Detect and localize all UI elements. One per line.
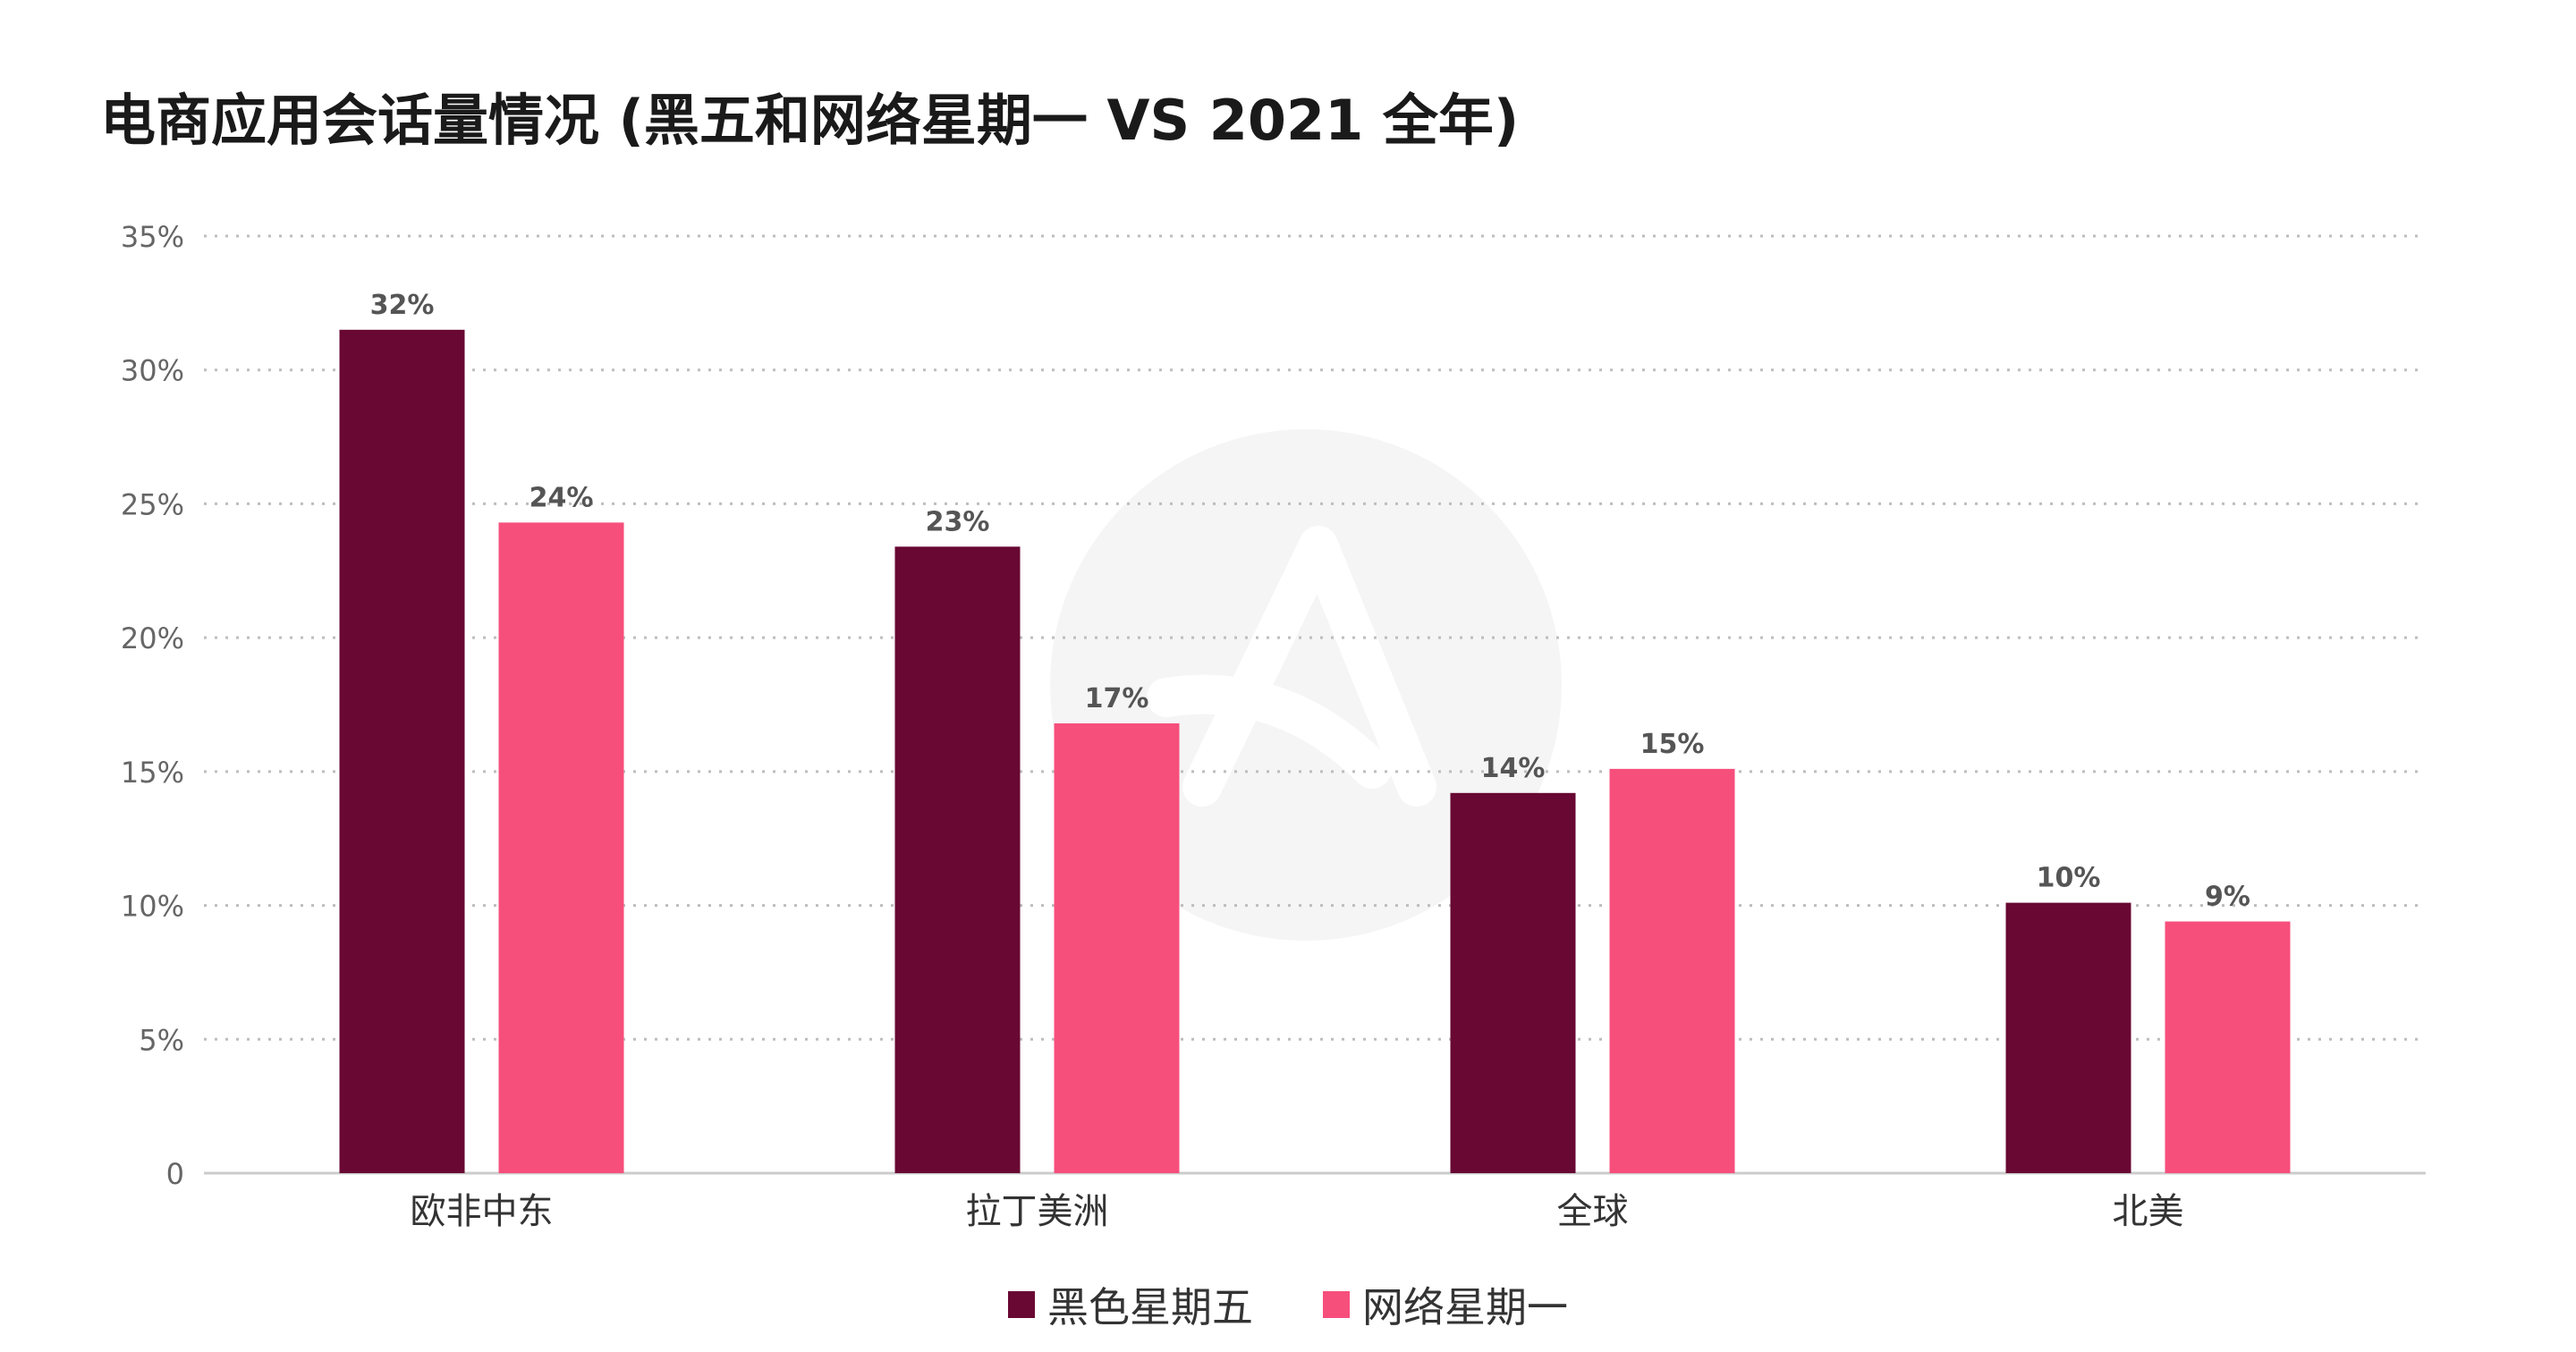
x-tick-label: 拉丁美洲: [966, 1191, 1109, 1232]
data-label: 23%: [926, 506, 990, 537]
y-tick-label: 30%: [121, 354, 184, 388]
bar: [2165, 921, 2291, 1173]
data-label: 10%: [2037, 863, 2101, 894]
y-tick-label: 25%: [121, 487, 184, 521]
chart-title: 电商应用会话量情况 (黑五和网络星期一 VS 2021 全年): [100, 88, 1520, 153]
bar: [1609, 768, 1735, 1173]
bar: [894, 546, 1021, 1173]
data-label: 9%: [2205, 882, 2250, 913]
bar: [2005, 902, 2131, 1173]
y-tick-label: 10%: [121, 890, 184, 924]
legend-swatch-cyber-monday: [1323, 1291, 1350, 1318]
bar: [498, 522, 624, 1173]
data-label: 14%: [1481, 753, 1546, 784]
data-label: 24%: [530, 482, 594, 513]
x-tick-label: 全球: [1557, 1191, 1629, 1232]
legend-label-cyber-monday: 网络星期一: [1362, 1283, 1568, 1331]
watermark-a-icon: [1147, 526, 1436, 807]
y-tick-label: 20%: [121, 621, 184, 655]
y-tick-label: 35%: [121, 220, 184, 254]
data-label: 17%: [1085, 683, 1149, 714]
legend-item-cyber-monday: 网络星期一: [1323, 1275, 1568, 1334]
y-tick-label: 0: [166, 1157, 184, 1191]
legend-label-black-friday: 黑色星期五: [1047, 1283, 1253, 1331]
y-tick-label: 15%: [121, 756, 184, 790]
bar: [1054, 722, 1180, 1173]
x-tick-label: 北美: [2113, 1191, 2184, 1232]
x-tick-label: 欧非中东: [411, 1191, 554, 1232]
chart-legend: 黑色星期五 网络星期一: [0, 1275, 2576, 1334]
data-label: 15%: [1640, 729, 1705, 760]
legend-swatch-black-friday: [1008, 1291, 1035, 1318]
legend-item-black-friday: 黑色星期五: [1008, 1275, 1253, 1334]
bar: [1450, 792, 1576, 1173]
data-label: 32%: [370, 290, 435, 321]
y-tick-label: 5%: [139, 1023, 184, 1057]
bar: [339, 329, 465, 1173]
